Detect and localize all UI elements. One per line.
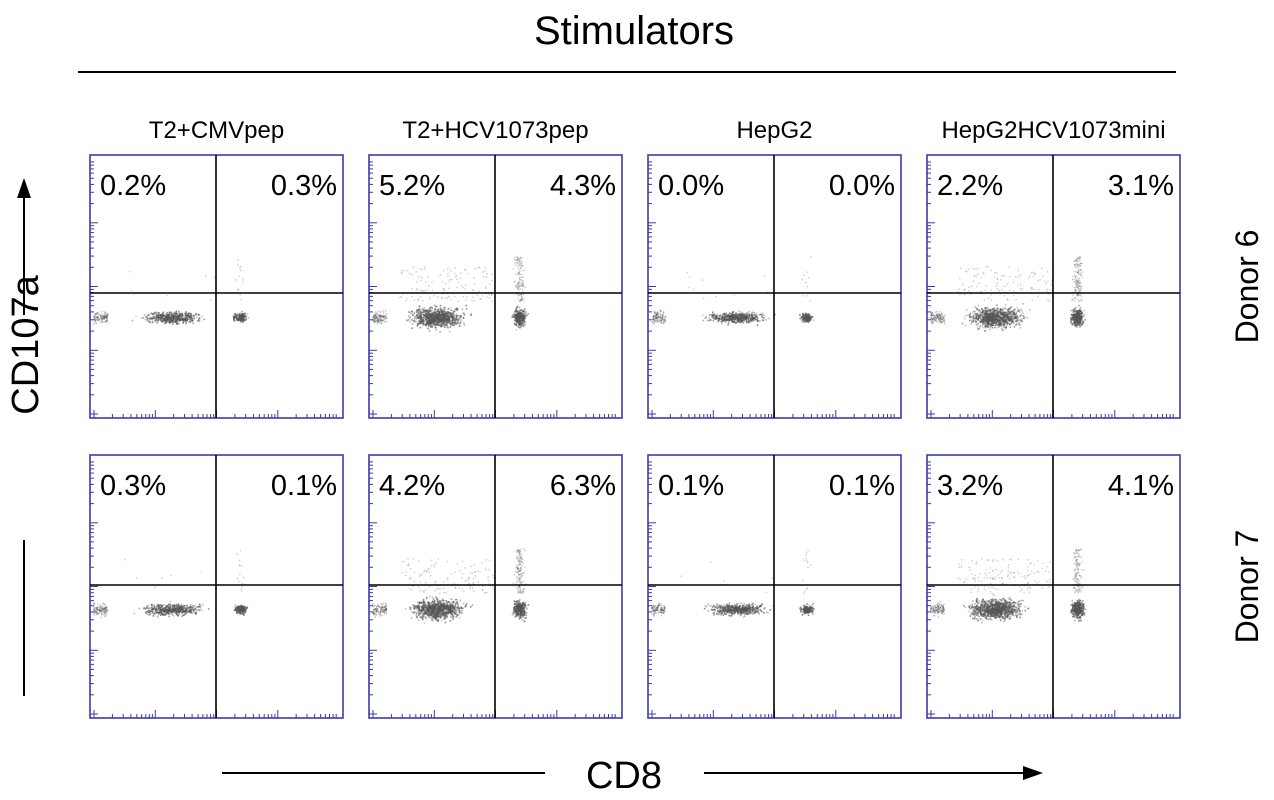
event-cloud xyxy=(651,256,815,327)
upper-right-percentage: 0.1% xyxy=(829,470,895,502)
scatter-panel: 3.2% 4.1% xyxy=(926,454,1181,719)
row-labels: Donor 6 Donor 7 xyxy=(1229,230,1265,644)
upper-left-percentage: 0.1% xyxy=(658,470,724,502)
scatter-panel: 4.2% 6.3% xyxy=(368,454,623,719)
upper-left-percentage: 4.2% xyxy=(379,470,445,502)
axis-ticks xyxy=(927,461,1174,718)
row-label: Donor 7 xyxy=(1229,530,1265,644)
event-cloud xyxy=(372,256,530,333)
event-cloud xyxy=(93,549,249,619)
scatter-panel: 0.0% 0.0% xyxy=(647,154,902,419)
column-label: HepG2 xyxy=(736,117,812,144)
upper-left-percentage: 0.3% xyxy=(100,470,166,502)
scatter-panel: 0.3% 0.1% xyxy=(89,454,344,719)
upper-right-percentage: 0.0% xyxy=(829,170,895,202)
x-axis-arrowhead xyxy=(1023,766,1043,780)
upper-right-percentage: 0.1% xyxy=(271,470,337,502)
event-cloud xyxy=(93,259,250,325)
column-label: T2+CMVpep xyxy=(149,117,284,144)
upper-right-percentage: 4.1% xyxy=(1108,470,1174,502)
upper-right-percentage: 0.3% xyxy=(271,170,337,202)
upper-left-percentage: 0.2% xyxy=(100,170,166,202)
figure-title: Stimulators xyxy=(534,9,734,53)
upper-right-percentage: 6.3% xyxy=(550,470,616,502)
scatter-panel: 0.2% 0.3% xyxy=(89,154,344,419)
column-label: HepG2HCV1073mini xyxy=(941,117,1165,144)
upper-right-percentage: 3.1% xyxy=(1108,170,1174,202)
column-labels: T2+CMVpep T2+HCV1073pep HepG2 HepG2HCV1073m… xyxy=(149,117,1166,144)
y-axis-arrowhead xyxy=(17,178,31,198)
upper-left-percentage: 5.2% xyxy=(379,170,445,202)
event-cloud xyxy=(930,256,1086,332)
upper-left-percentage: 2.2% xyxy=(937,170,1003,202)
panel-grid: 0.2% 0.3% 5.2% 4.3% 0.0% 0.0% 2.2% 3.1% 0.3% 0.1%… xyxy=(89,154,1181,719)
scatter-panel: 2.2% 3.1% xyxy=(926,154,1181,419)
event-cloud xyxy=(930,548,1087,624)
event-cloud xyxy=(651,549,815,619)
column-label: T2+HCV1073pep xyxy=(402,117,588,144)
x-axis-label: CD8 xyxy=(586,755,662,797)
upper-left-percentage: 3.2% xyxy=(937,470,1003,502)
y-axis-label: CD107a xyxy=(5,274,47,414)
row-label: Donor 6 xyxy=(1229,230,1265,344)
event-cloud xyxy=(372,548,530,625)
scatter-panel: 0.1% 0.1% xyxy=(647,454,902,719)
scatter-panel: 5.2% 4.3% xyxy=(368,154,623,419)
upper-right-percentage: 4.3% xyxy=(550,170,616,202)
upper-left-percentage: 0.0% xyxy=(658,170,724,202)
